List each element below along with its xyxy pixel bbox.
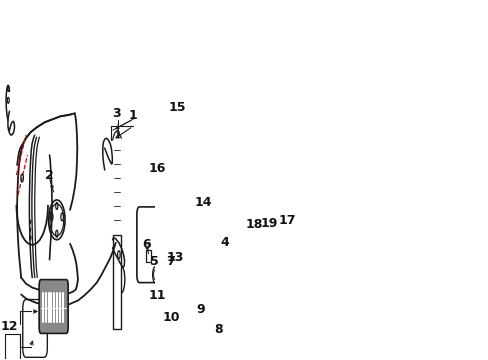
Text: 4: 4 bbox=[220, 236, 229, 249]
Text: 7: 7 bbox=[165, 255, 174, 268]
Text: 17: 17 bbox=[278, 214, 295, 228]
Text: 6: 6 bbox=[142, 238, 150, 251]
Bar bbox=[112, 235, 121, 329]
Text: 11: 11 bbox=[148, 289, 165, 302]
Text: 9: 9 bbox=[196, 303, 205, 316]
Text: c: c bbox=[146, 241, 150, 247]
Text: 8: 8 bbox=[214, 323, 223, 336]
Circle shape bbox=[286, 220, 293, 240]
Text: 15: 15 bbox=[168, 101, 185, 114]
Circle shape bbox=[30, 220, 31, 223]
Circle shape bbox=[166, 271, 169, 279]
Circle shape bbox=[253, 230, 256, 240]
Text: 12: 12 bbox=[1, 320, 18, 333]
Bar bbox=[146, 250, 150, 262]
Circle shape bbox=[199, 307, 203, 319]
Circle shape bbox=[29, 228, 30, 231]
Text: 13: 13 bbox=[166, 251, 183, 264]
Text: 3: 3 bbox=[112, 107, 121, 120]
FancyBboxPatch shape bbox=[39, 280, 68, 333]
Text: 5: 5 bbox=[150, 255, 159, 268]
Circle shape bbox=[266, 230, 269, 240]
Text: 18: 18 bbox=[245, 218, 262, 231]
Bar bbox=[5, 334, 20, 360]
Text: 2: 2 bbox=[44, 168, 53, 181]
Text: 14: 14 bbox=[194, 197, 211, 210]
Text: 19: 19 bbox=[260, 217, 277, 230]
Text: 16: 16 bbox=[148, 162, 165, 175]
Text: 10: 10 bbox=[162, 311, 179, 324]
Text: 1: 1 bbox=[128, 109, 137, 122]
Circle shape bbox=[30, 236, 31, 240]
